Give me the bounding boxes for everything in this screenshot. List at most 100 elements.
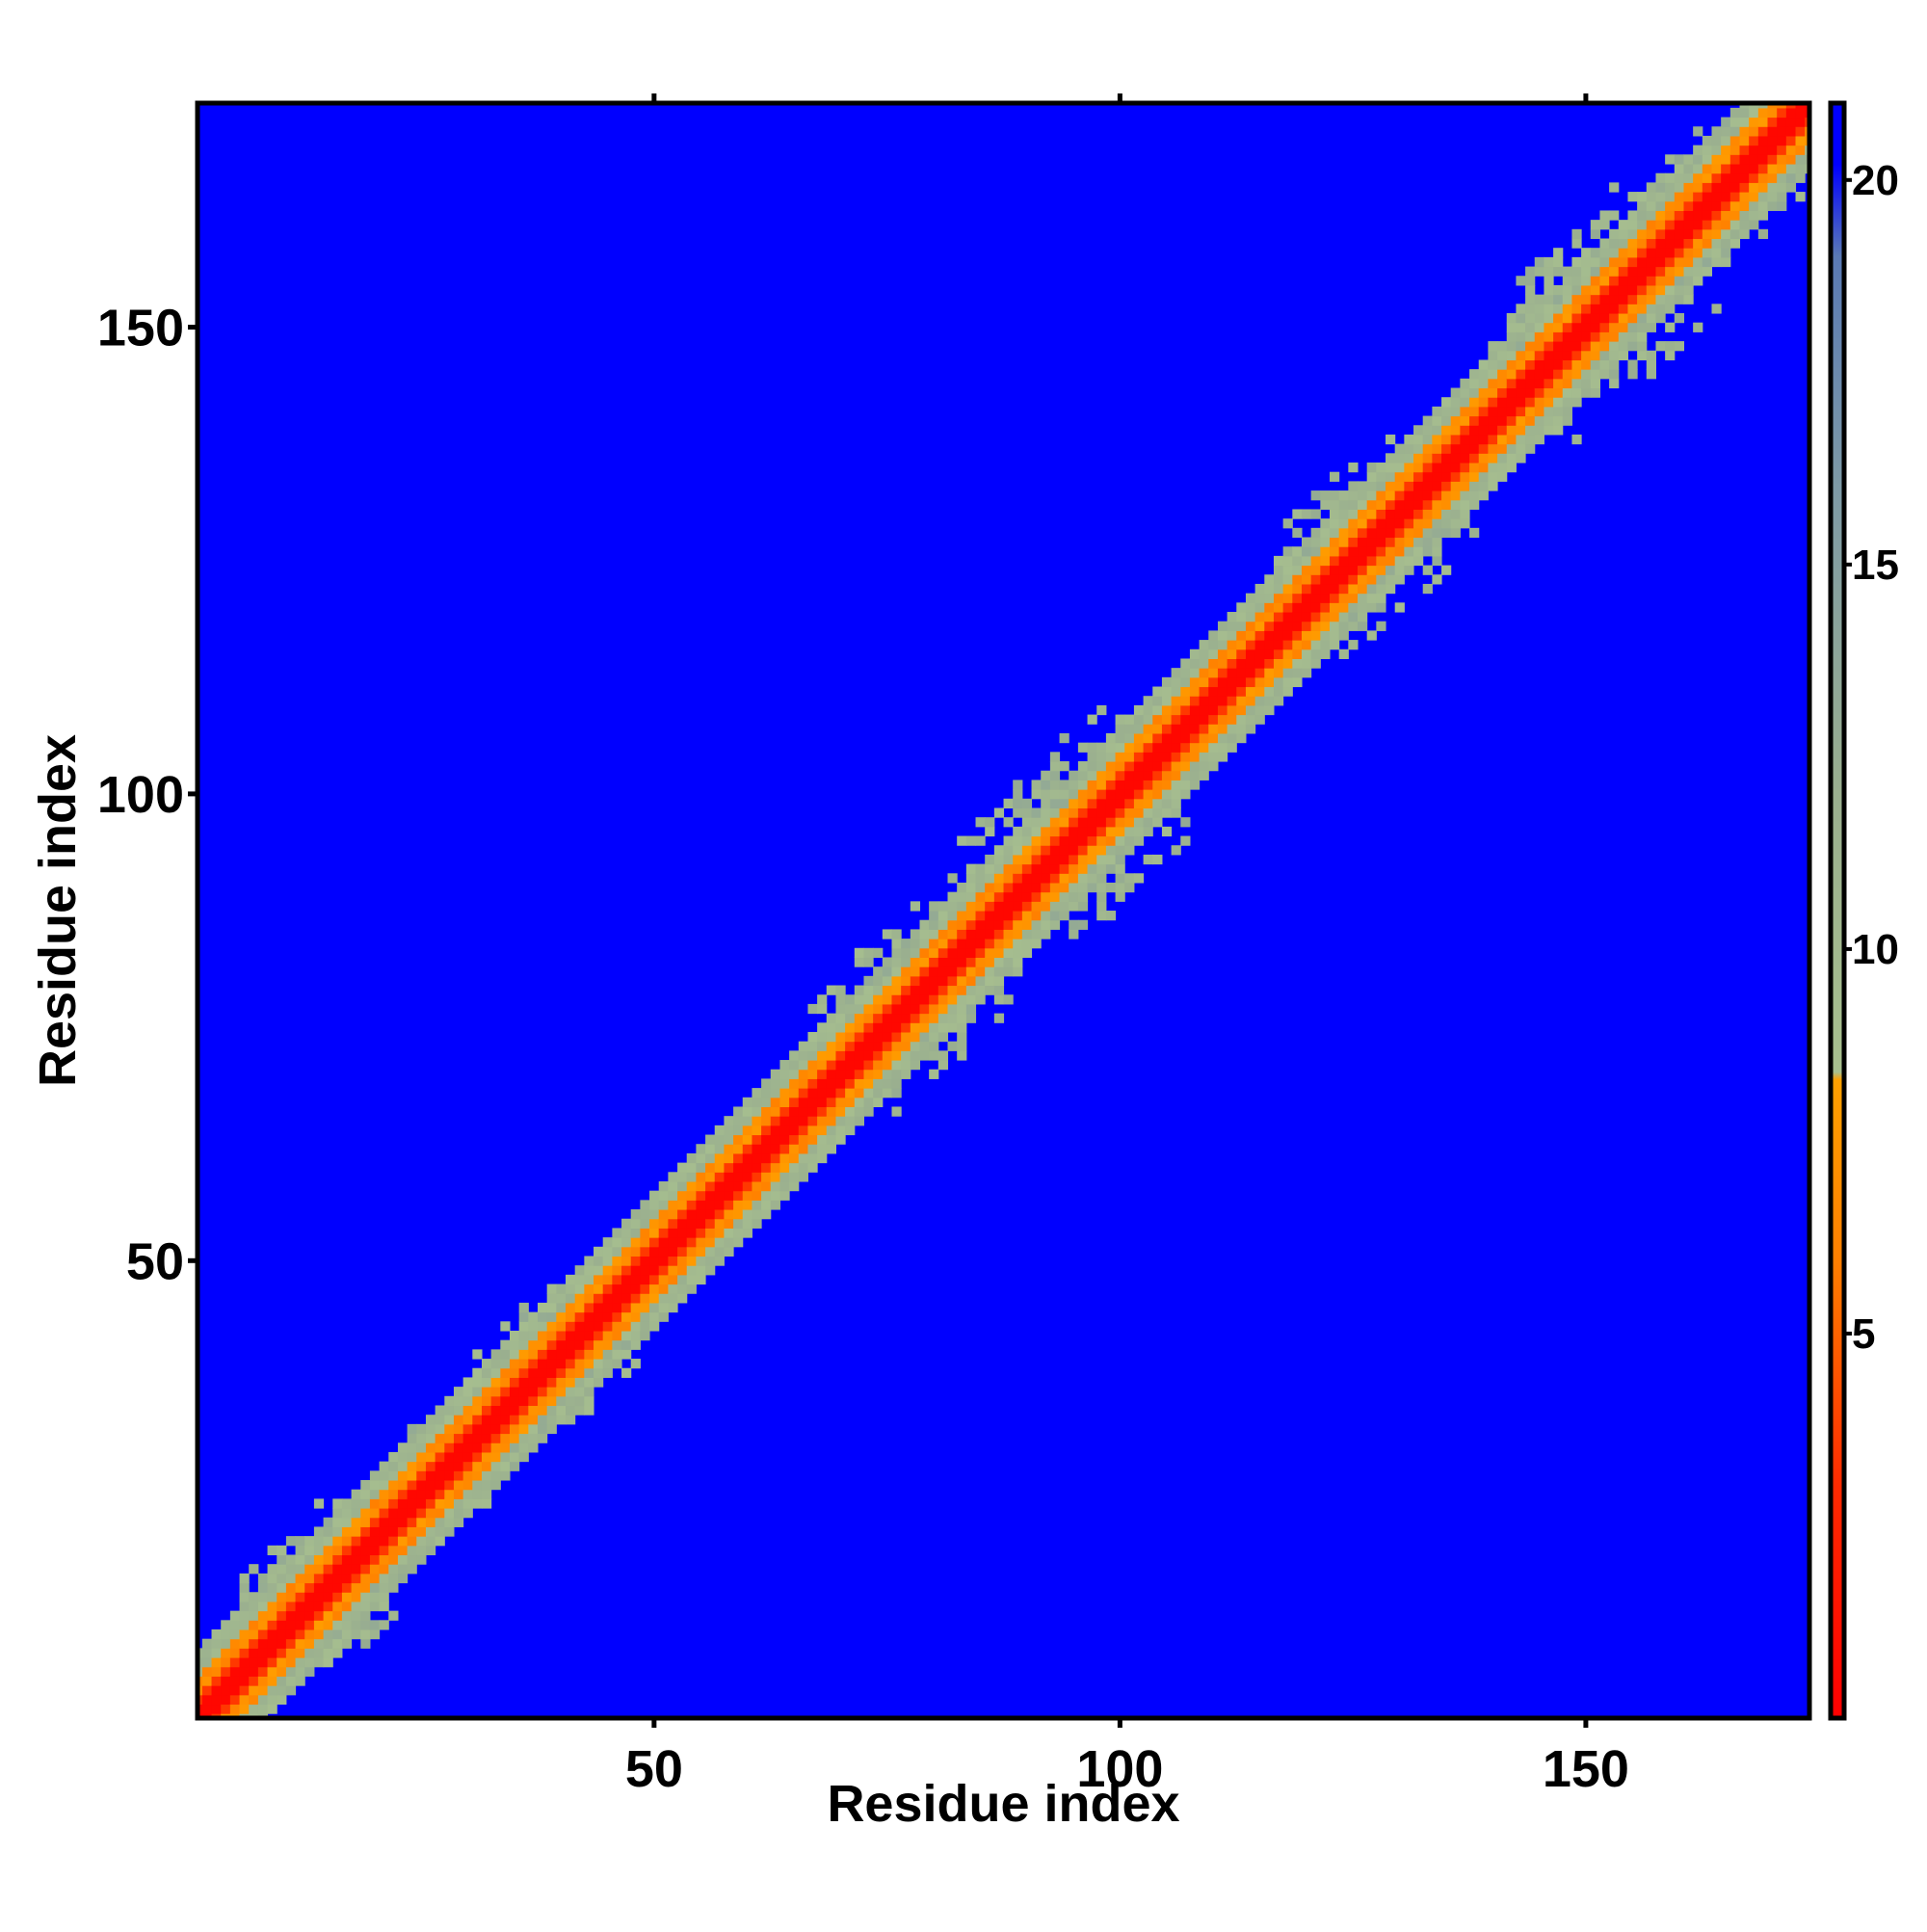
heatmap-cell xyxy=(612,1330,622,1341)
heatmap-cell xyxy=(1525,341,1536,352)
heatmap-cell xyxy=(1767,192,1778,202)
heatmap-cell xyxy=(854,994,865,1005)
heatmap-cell xyxy=(1152,798,1163,808)
heatmap-cell xyxy=(817,1134,828,1145)
heatmap-cell xyxy=(594,1377,604,1388)
heatmap-cell xyxy=(1386,546,1396,557)
heatmap-cell xyxy=(770,1190,780,1201)
heatmap-cell xyxy=(1757,135,1769,146)
heatmap-cell xyxy=(1292,658,1303,669)
heatmap-cell xyxy=(1189,704,1201,716)
heatmap-cell xyxy=(798,1097,808,1108)
heatmap-cell xyxy=(313,1610,325,1621)
heatmap-cell xyxy=(1282,686,1293,697)
heatmap-cell xyxy=(947,1041,958,1051)
heatmap-cell xyxy=(509,1423,520,1435)
heatmap-cell xyxy=(1143,807,1153,818)
heatmap-cell xyxy=(574,1302,585,1313)
heatmap-cell xyxy=(947,1013,958,1023)
heatmap-cell xyxy=(1348,574,1359,585)
heatmap-cell xyxy=(1003,845,1014,856)
heatmap-cell xyxy=(295,1592,305,1602)
heatmap-cell xyxy=(621,1274,632,1285)
heatmap-cell xyxy=(1534,359,1544,370)
heatmap-cell xyxy=(277,1666,287,1677)
heatmap-cell xyxy=(1115,732,1125,744)
heatmap-cell xyxy=(1525,350,1536,360)
heatmap-cell xyxy=(584,1359,594,1369)
heatmap-cell xyxy=(649,1311,660,1322)
heatmap-cell xyxy=(388,1610,399,1621)
heatmap-cell xyxy=(798,1106,808,1117)
heatmap-cell xyxy=(1394,443,1405,454)
heatmap-cell xyxy=(1348,463,1359,473)
heatmap-cell xyxy=(221,1620,231,1630)
heatmap-cell xyxy=(1693,164,1703,174)
heatmap-cell xyxy=(1646,322,1656,332)
heatmap-cell xyxy=(686,1256,697,1266)
heatmap-cell xyxy=(947,891,958,902)
heatmap-cell xyxy=(1254,621,1265,631)
heatmap-cell xyxy=(267,1592,277,1602)
heatmap-cell xyxy=(705,1256,716,1266)
heatmap-cell xyxy=(1330,593,1340,603)
heatmap-cell xyxy=(1189,696,1201,706)
heatmap-cell xyxy=(1441,425,1452,436)
heatmap-cell xyxy=(1087,845,1097,856)
heatmap-cell xyxy=(388,1536,399,1547)
heatmap-cell xyxy=(472,1377,483,1388)
heatmap-cell xyxy=(1478,397,1489,408)
heatmap-cell xyxy=(733,1218,744,1229)
heatmap-cell xyxy=(267,1573,277,1584)
heatmap-cell xyxy=(1366,527,1377,539)
heatmap-cell xyxy=(733,1200,744,1210)
heatmap-cell xyxy=(594,1246,604,1257)
heatmap-cell xyxy=(481,1387,492,1397)
heatmap-cell xyxy=(1041,817,1051,828)
heatmap-cell xyxy=(1562,304,1572,314)
heatmap-cell xyxy=(1469,387,1480,398)
heatmap-cell xyxy=(1609,266,1620,277)
heatmap-cell xyxy=(198,1704,203,1714)
heatmap-cell xyxy=(668,1293,678,1304)
heatmap-cell xyxy=(677,1180,688,1192)
heatmap-cell xyxy=(1609,331,1620,342)
heatmap-cell xyxy=(1749,164,1759,174)
heatmap-cell xyxy=(594,1367,604,1378)
heatmap-cell xyxy=(845,1022,856,1033)
heatmap-cell xyxy=(770,1097,780,1108)
heatmap-cell xyxy=(1469,443,1480,454)
heatmap-cell xyxy=(332,1628,343,1640)
heatmap-cell xyxy=(267,1704,277,1714)
heatmap-cell xyxy=(1525,415,1536,426)
heatmap-cell xyxy=(1739,117,1750,127)
heatmap-cell xyxy=(1059,873,1069,884)
heatmap-cell xyxy=(1273,686,1284,697)
heatmap-cell xyxy=(1450,499,1461,510)
heatmap-cell xyxy=(1413,537,1424,547)
heatmap-cell xyxy=(602,1246,613,1257)
heatmap-cell xyxy=(556,1415,567,1425)
heatmap-cell xyxy=(566,1387,576,1397)
heatmap-cell xyxy=(556,1377,567,1388)
heatmap-cell xyxy=(1460,397,1470,408)
heatmap-cell xyxy=(1609,350,1620,360)
heatmap-cell xyxy=(528,1339,539,1350)
heatmap-cell xyxy=(1711,172,1722,183)
heatmap-cell xyxy=(1627,359,1638,370)
heatmap-cell xyxy=(1562,359,1572,370)
heatmap-cell xyxy=(538,1302,548,1313)
heatmap-cell xyxy=(360,1526,371,1537)
heatmap-cell xyxy=(1488,453,1498,463)
heatmap-cell xyxy=(1031,807,1042,818)
y-tick-label: 50 xyxy=(126,1232,184,1290)
heatmap-cell xyxy=(1460,481,1470,491)
heatmap-cell xyxy=(1571,256,1582,268)
heatmap-cell xyxy=(1460,378,1470,389)
heatmap-cell xyxy=(1171,668,1181,678)
heatmap-cell xyxy=(891,1022,902,1033)
heatmap-cell xyxy=(277,1545,287,1556)
heatmap-cell xyxy=(1386,463,1396,473)
heatmap-cell xyxy=(975,835,986,846)
heatmap-cell xyxy=(267,1610,277,1621)
